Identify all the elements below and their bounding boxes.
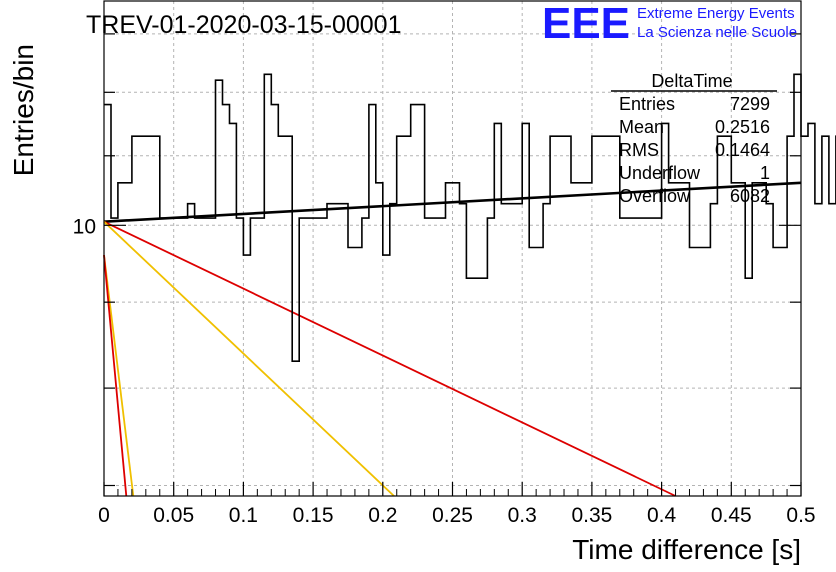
fit-line-0 [103, 181, 802, 223]
stats-value-rms: 0.1464 [715, 140, 770, 160]
stats-label-underflow: Underflow [619, 163, 701, 183]
eee-logo-line1: Extreme Energy Events [637, 5, 795, 22]
y-axis-label: Entries/bin [8, 44, 39, 176]
stats-title: DeltaTime [651, 71, 732, 91]
stats-label-rms: RMS [619, 140, 659, 160]
x-tick-label: 0.5 [786, 504, 815, 527]
fit-lines [103, 181, 802, 497]
x-tick-label: 0.4 [647, 504, 677, 527]
stats-label-entries: Entries [619, 94, 675, 114]
stats-value-overflow: 6082 [730, 186, 770, 206]
stats-label-mean: Mean [619, 117, 664, 137]
histogram [104, 73, 836, 362]
x-tick-label: 0.1 [229, 504, 258, 527]
x-tick-label: 0.15 [293, 504, 334, 527]
x-axis-label: Time difference [s] [572, 534, 801, 565]
fit-line-4 [103, 255, 128, 497]
chart-title: TREV-01-2020-03-15-00001 [86, 11, 401, 39]
x-tick-label: 0.35 [571, 504, 612, 527]
x-tick-label: 0 [98, 504, 110, 527]
stats-value-mean: 0.2516 [715, 117, 770, 137]
stats-box: DeltaTime Entries 7299 Mean 0.2516 RMS 0… [611, 71, 777, 206]
x-tick-label: 0.3 [508, 504, 537, 527]
histogram-line [104, 73, 836, 362]
stats-value-entries: 7299 [730, 94, 770, 114]
fit-line-1 [103, 220, 676, 497]
x-tick-label: 0.2 [368, 504, 397, 527]
x-tick-label: 0.05 [153, 504, 194, 527]
eee-logo-line2: La Scienza nelle Scuole [637, 24, 797, 41]
fit-line-2 [103, 221, 395, 497]
y-tick-label: 10 [73, 215, 96, 238]
x-tick-label: 0.45 [711, 504, 752, 527]
fit-line-3 [103, 254, 135, 497]
stats-value-underflow: 1 [760, 163, 770, 183]
axes: 0 0.05 0.1 0.15 0.2 0.25 0.3 0.35 0.4 0.45 0.5 10 [73, 33, 816, 527]
x-tick-label: 0.25 [432, 504, 473, 527]
eee-logo-mark: EEE [542, 0, 630, 48]
stats-label-overflow: Overflow [619, 186, 691, 206]
eee-logo: EEE Extreme Energy Events La Scienza nel… [542, 0, 797, 48]
